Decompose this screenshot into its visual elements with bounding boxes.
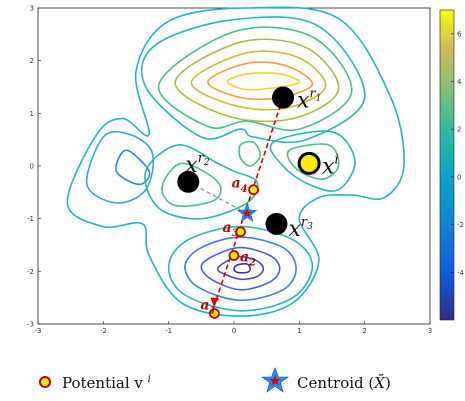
reference-point-2 xyxy=(177,170,200,193)
y-tick-label: -1 xyxy=(27,215,34,223)
legend-centroid-label: Centroid ( xyxy=(297,374,374,392)
contour-line-2 xyxy=(190,50,327,111)
dashed-line xyxy=(213,97,284,306)
x-tick-label: -1 xyxy=(165,327,172,335)
contour-line-12 xyxy=(144,144,259,220)
contour-line-17 xyxy=(216,255,265,281)
reference-label-3: xr3 xyxy=(288,215,313,242)
x-tick-label: 2 xyxy=(362,327,366,335)
contour-line-5 xyxy=(140,16,366,144)
contour-line-13 xyxy=(161,162,222,207)
contour-line-3 xyxy=(174,38,340,123)
axis-ticks: -3 -2 -1 0 1 2 3 3 2 1 0 -1 -2 -3 xyxy=(27,5,432,336)
potential-point-2 xyxy=(228,250,240,261)
colorbar-ticks: 6 4 2 0 -2 -4 xyxy=(451,30,465,277)
colorbar-tick-label: 6 xyxy=(457,30,462,38)
legend-item-centroid: Centroid (X̄) xyxy=(261,367,391,393)
contour-line-18 xyxy=(233,262,252,274)
colorbar-tick-label: 2 xyxy=(457,126,461,134)
reference-point-1 xyxy=(272,86,294,109)
arrowhead xyxy=(210,297,220,306)
contour-line-15 xyxy=(184,236,297,302)
legend-centroid-symbol: X̄ xyxy=(373,374,386,392)
potential-point-4 xyxy=(248,184,260,196)
potential-label-3: a3 xyxy=(223,220,239,239)
x-tick-label: 3 xyxy=(428,327,432,335)
y-tick-label: 1 xyxy=(30,110,34,118)
y-tick-label: 3 xyxy=(30,5,34,13)
contour-line-10 xyxy=(286,143,340,181)
contour-line-9 xyxy=(269,130,356,192)
legend-potential-sup: i xyxy=(148,374,151,385)
potential-point-3 xyxy=(235,226,246,238)
legend: Potential v i Centroid (X̄) xyxy=(39,367,391,393)
contour-line-4 xyxy=(158,26,353,131)
contour-lines xyxy=(66,6,405,317)
potential-label-2: a2 xyxy=(240,250,256,269)
contour-line-0 xyxy=(226,72,301,91)
contour-line-7 xyxy=(85,130,155,204)
reference-label-1: xr1 xyxy=(297,87,321,114)
legend-item-potential: Potential v i xyxy=(39,374,151,392)
potential-label-1: a1 xyxy=(200,297,216,316)
legend-potential-label: Potential v xyxy=(62,374,143,392)
plot-area xyxy=(37,7,431,325)
colorbar xyxy=(439,9,455,321)
legend-centroid-star-center xyxy=(269,375,281,386)
potential-label-4: a4 xyxy=(232,176,248,195)
contour-line-1 xyxy=(207,61,314,101)
colorbar-tick-label: 4 xyxy=(457,78,462,86)
colorbar-tick-label: -2 xyxy=(457,221,464,229)
y-tick-label: 0 xyxy=(30,163,34,171)
query-point xyxy=(297,151,321,175)
colorbar-tick-label: 0 xyxy=(457,173,461,181)
x-tick-label: -2 xyxy=(100,327,107,335)
x-tick-label: 1 xyxy=(297,327,301,335)
y-tick-label: 2 xyxy=(30,57,34,65)
contour-line-11 xyxy=(238,140,261,167)
legend-centroid-label-end: ) xyxy=(385,374,391,392)
y-tick-label: -2 xyxy=(27,268,34,276)
svg-text:Potential v i: Potential v i xyxy=(62,374,151,392)
svg-text:Centroid (X̄): Centroid (X̄) xyxy=(297,374,391,392)
contour-line-14 xyxy=(167,225,314,312)
reference-point-3 xyxy=(265,212,288,235)
contour-line-6 xyxy=(66,6,405,317)
x-tick-label: 0 xyxy=(232,327,236,335)
query-label: xi xyxy=(322,152,339,179)
contour-line-16 xyxy=(200,246,281,291)
y-tick-label: -3 xyxy=(27,321,34,329)
x-tick-label: -3 xyxy=(35,327,42,335)
centroid-star-center xyxy=(242,208,252,218)
legend-potential-marker xyxy=(39,376,51,388)
reference-label-2: xr2 xyxy=(185,151,210,178)
potential-point-1 xyxy=(208,308,220,319)
colorbar-tick-label: -4 xyxy=(457,269,465,277)
contour-line-8 xyxy=(115,149,151,186)
